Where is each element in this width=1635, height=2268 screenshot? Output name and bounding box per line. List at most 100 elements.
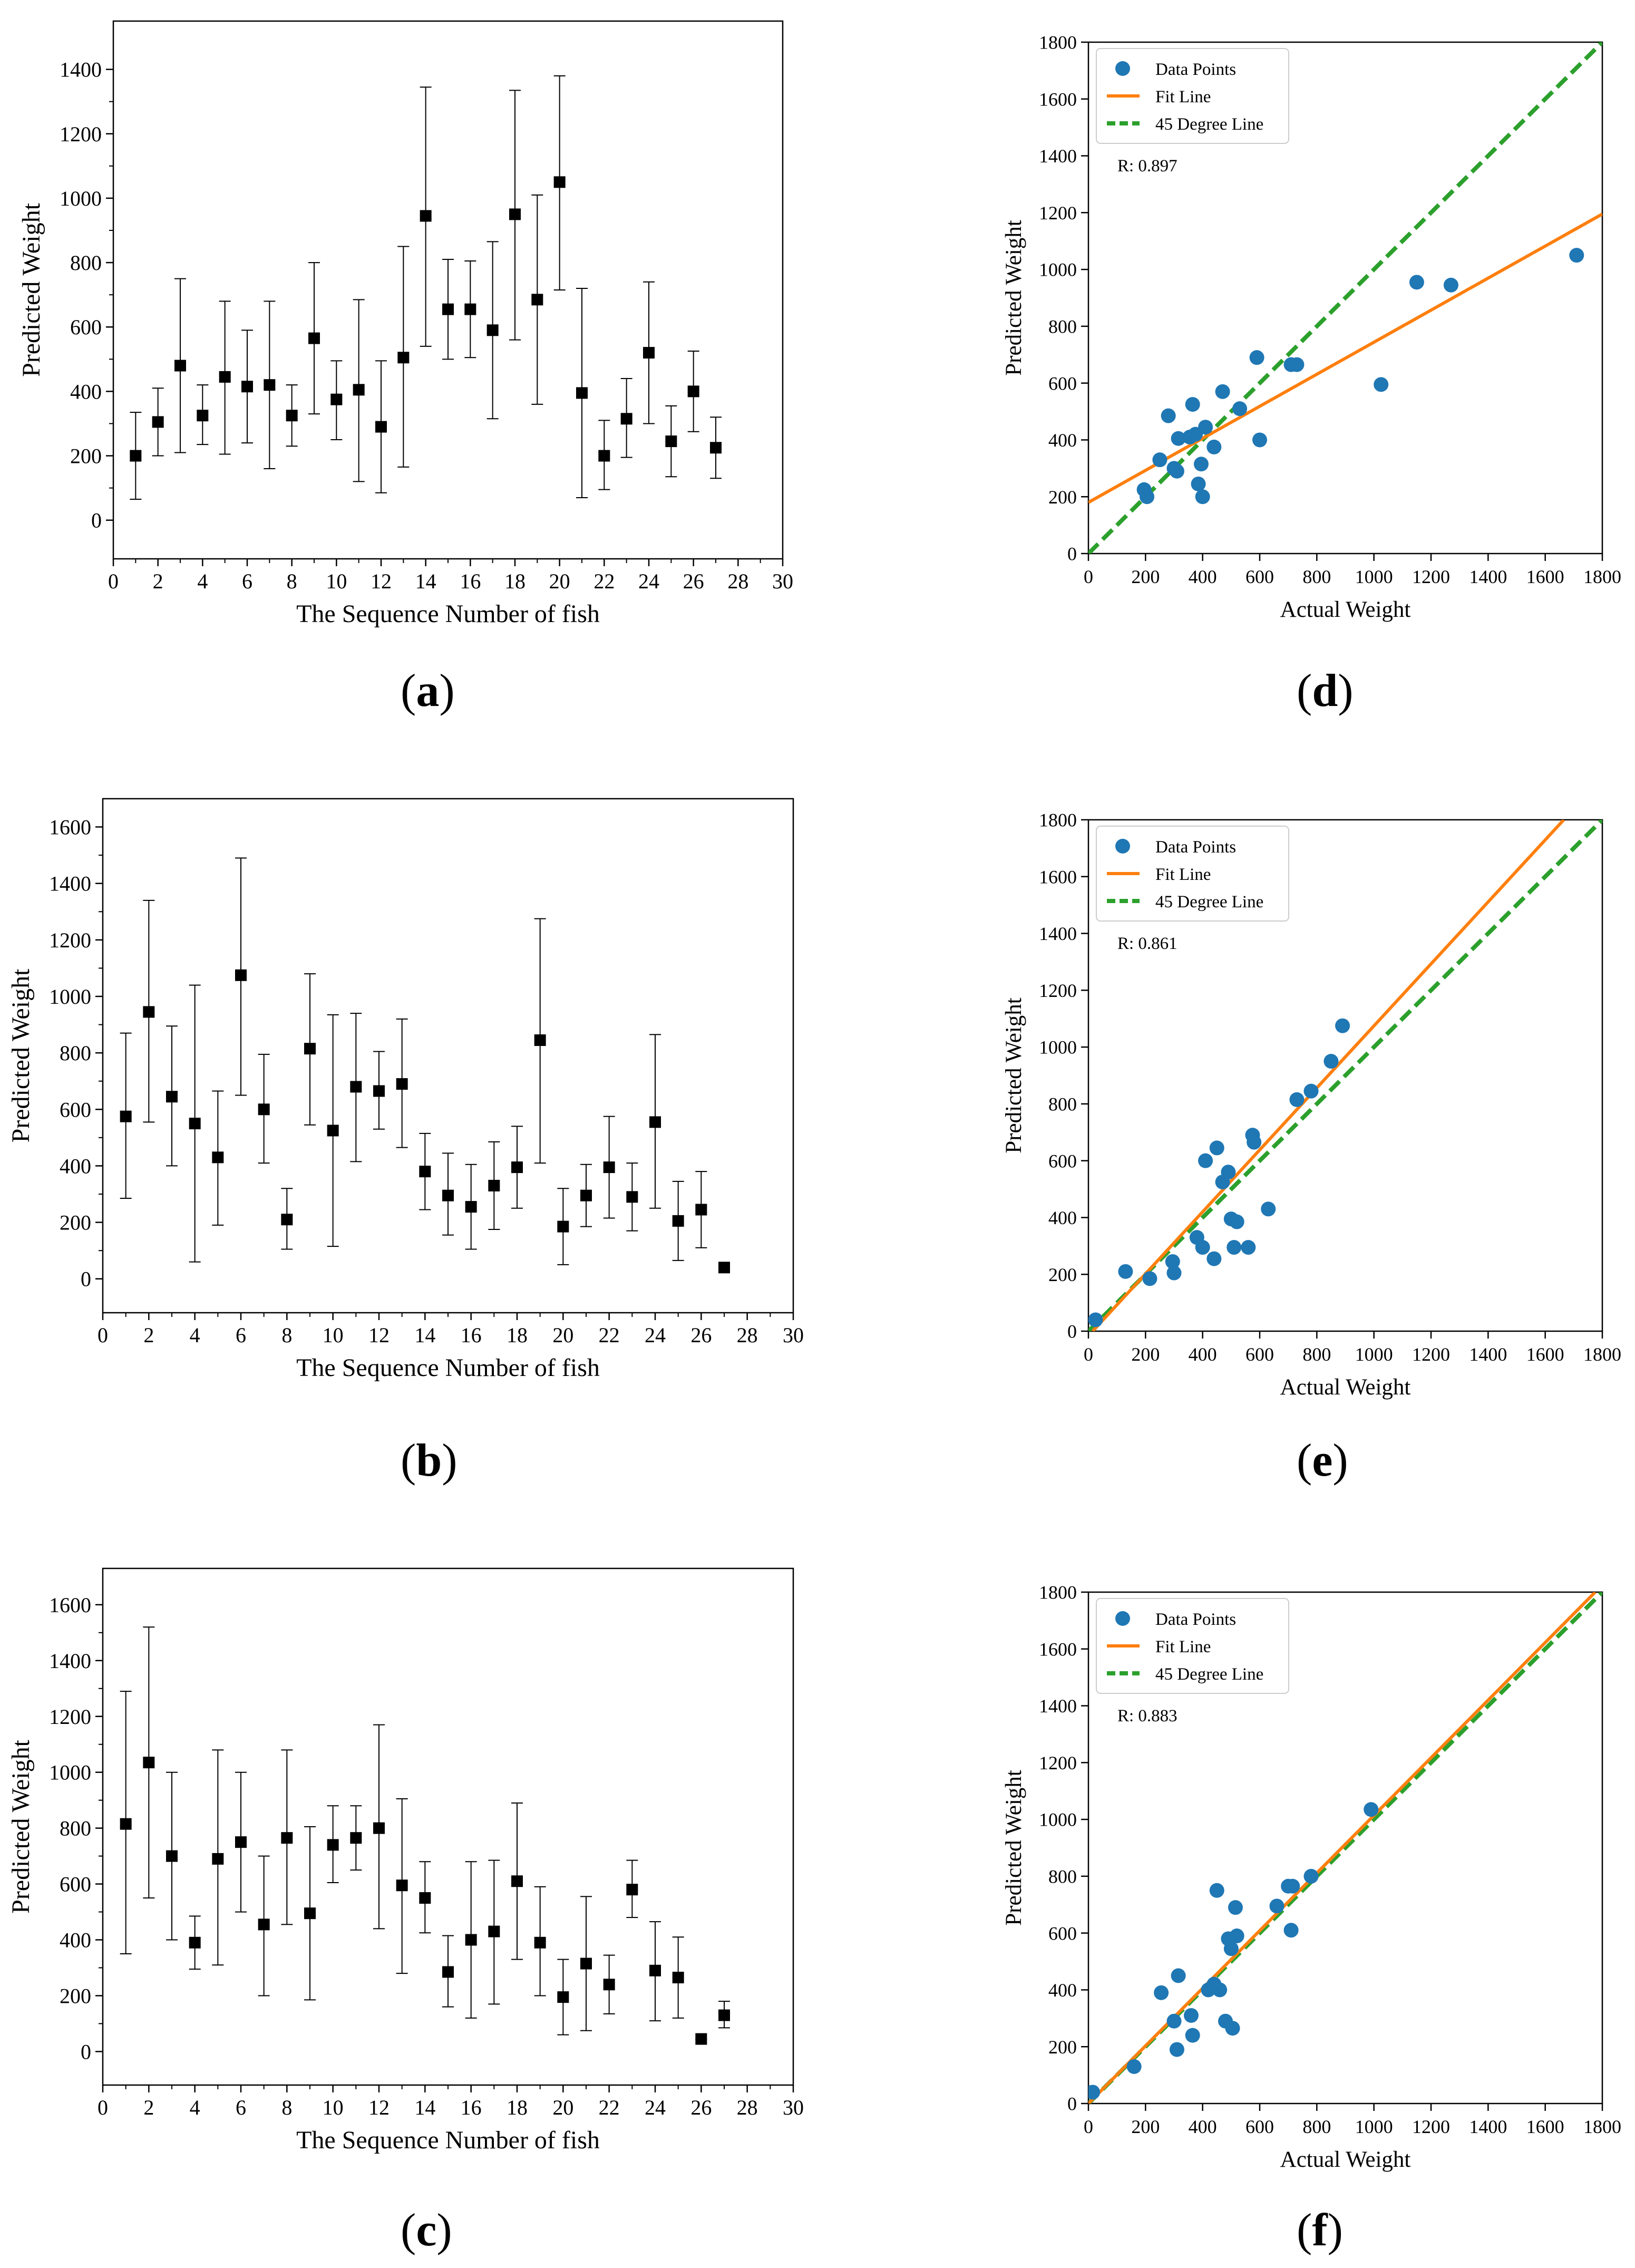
y-tick-label-c-5: 1000	[49, 1761, 91, 1785]
x-tick-label-f-2: 400	[1189, 2116, 1217, 2137]
data-marker-a-20	[553, 176, 566, 188]
x-tick-label-f-6: 1200	[1412, 2116, 1450, 2137]
data-point-f-21	[1283, 1923, 1299, 1938]
y-tick-label-f-9: 1800	[1039, 1582, 1077, 1603]
x-tick-label-a-6: 12	[371, 569, 392, 593]
data-point-f-16	[1225, 2021, 1240, 2036]
data-marker-b-26	[695, 1204, 707, 1216]
errorbar-a-7	[264, 301, 276, 469]
x-tick-label-d-8: 1600	[1526, 566, 1564, 587]
x-tick-label-a-4: 8	[287, 569, 297, 593]
data-point-e-20	[1289, 1092, 1305, 1107]
errorbar-b-6	[235, 857, 247, 1096]
y-axis-label-b: Predicted Weight	[7, 968, 35, 1143]
panel-label-a: (a)	[401, 665, 455, 716]
legend-label-f-2: 45 Degree Line	[1155, 1665, 1263, 1684]
x-tick-label-c-0: 0	[98, 2096, 108, 2119]
data-point-e-23	[1335, 1018, 1350, 1033]
errorbar-c-18	[511, 1802, 523, 1960]
data-point-d-11	[1191, 476, 1206, 491]
x-tick-label-a-3: 6	[242, 569, 252, 593]
errorbar-b-5	[212, 1090, 224, 1226]
x-tick-label-d-6: 1200	[1412, 566, 1450, 587]
x-tick-label-a-12: 24	[638, 569, 659, 593]
data-marker-b-22	[603, 1161, 615, 1174]
errorbar-b-2	[143, 899, 155, 1123]
errorbar-a-15	[442, 258, 454, 360]
x-tick-label-c-14: 28	[737, 2096, 758, 2119]
errorbar-b-19	[534, 918, 546, 1164]
errorbar-b-23	[626, 1162, 638, 1232]
x-tick-label-d-3: 600	[1245, 566, 1274, 587]
data-marker-c-13	[396, 1879, 408, 1892]
data-marker-c-4	[189, 1936, 201, 1949]
fit-line-e	[1091, 820, 1565, 1331]
legend-label-e-1: Fit Line	[1155, 865, 1211, 884]
x-tick-label-e-3: 600	[1245, 1344, 1274, 1365]
x-tick-label-a-8: 16	[460, 569, 481, 593]
data-marker-b-17	[488, 1179, 500, 1191]
data-point-e-22	[1323, 1054, 1339, 1069]
data-marker-b-11	[350, 1081, 362, 1093]
data-point-e-19	[1261, 1201, 1276, 1217]
x-axis-label-c: The Sequence Number of fish	[296, 2126, 600, 2154]
errorbar-a-4	[197, 384, 209, 445]
errorbar-a-18	[509, 90, 521, 341]
y-tick-label-b-0: 0	[81, 1267, 91, 1291]
errorbar-b-14	[419, 1132, 431, 1210]
x-tick-label-b-3: 6	[236, 1323, 246, 1347]
data-point-f-24	[1364, 1802, 1379, 1817]
data-marker-b-2	[143, 1006, 155, 1018]
data-marker-a-19	[531, 294, 543, 306]
y-tick-label-b-1: 200	[60, 1211, 91, 1235]
x-tick-label-c-12: 24	[645, 2096, 666, 2119]
errorbar-c-8	[281, 1749, 293, 1925]
data-point-d-19	[1252, 432, 1267, 448]
data-marker-a-12	[375, 421, 387, 433]
data-marker-c-19	[534, 1936, 546, 1949]
y-tick-label-a-4: 800	[70, 251, 102, 275]
y-axis-label-a: Predicted Weight	[17, 202, 45, 377]
data-point-f-12	[1212, 1982, 1228, 1998]
errorbar-b-20	[557, 1188, 569, 1265]
errorbar-a-10	[330, 360, 343, 441]
data-point-f-3	[1154, 1985, 1169, 2000]
errorbar-c-26	[695, 2033, 707, 2045]
errorbar-a-2	[152, 387, 164, 457]
errorbar-b-1	[120, 1032, 132, 1199]
y-tick-label-f-6: 1200	[1039, 1752, 1077, 1773]
data-marker-a-27	[710, 442, 722, 454]
data-point-d-25	[1569, 248, 1584, 263]
chart-b: 0 2 4 6 8 10 12 14 16 18 20 22 24 26 28 300200400600800…	[7, 798, 804, 1382]
x-tick-label-b-2: 4	[190, 1323, 200, 1347]
data-marker-b-27	[718, 1262, 730, 1274]
data-marker-b-9	[304, 1043, 316, 1055]
panel-label-c-letter: c	[416, 2205, 437, 2256]
data-point-d-2	[1140, 489, 1155, 505]
errorbar-c-5	[212, 1749, 224, 1966]
data-point-e-12	[1221, 1165, 1236, 1180]
data-marker-b-21	[580, 1189, 592, 1201]
data-marker-b-16	[465, 1201, 477, 1213]
x-tick-label-c-10: 20	[552, 2096, 573, 2119]
chart-d: 0 200 400 600 800 1000 1200 1400 1600 1800 0 200 400…	[1001, 32, 1621, 622]
y-axis-label-d: Predicted Weight	[1001, 220, 1026, 376]
data-marker-b-5	[212, 1151, 224, 1164]
x-tick-label-e-1: 200	[1131, 1344, 1160, 1365]
y-tick-label-c-2: 400	[60, 1928, 91, 1952]
y-tick-label-e-4: 800	[1048, 1093, 1077, 1114]
chart-e: 0 200 400 600 800 1000 1200 1400 1600 1800 0 200 400…	[1001, 810, 1621, 1400]
degree-line-e	[1088, 820, 1602, 1331]
data-point-e-18	[1247, 1135, 1262, 1150]
y-tick-label-a-2: 400	[70, 380, 102, 403]
x-tick-label-c-6: 12	[368, 2096, 390, 2119]
data-marker-a-16	[464, 303, 476, 315]
x-axis-label-a: The Sequence Number of fish	[296, 600, 600, 628]
data-point-e-3	[1142, 1271, 1157, 1286]
errorbar-a-5	[219, 301, 231, 455]
data-marker-c-26	[695, 2033, 707, 2045]
data-marker-a-13	[397, 352, 410, 364]
data-point-d-4	[1161, 408, 1176, 423]
errorbar-c-22	[603, 1954, 615, 2014]
